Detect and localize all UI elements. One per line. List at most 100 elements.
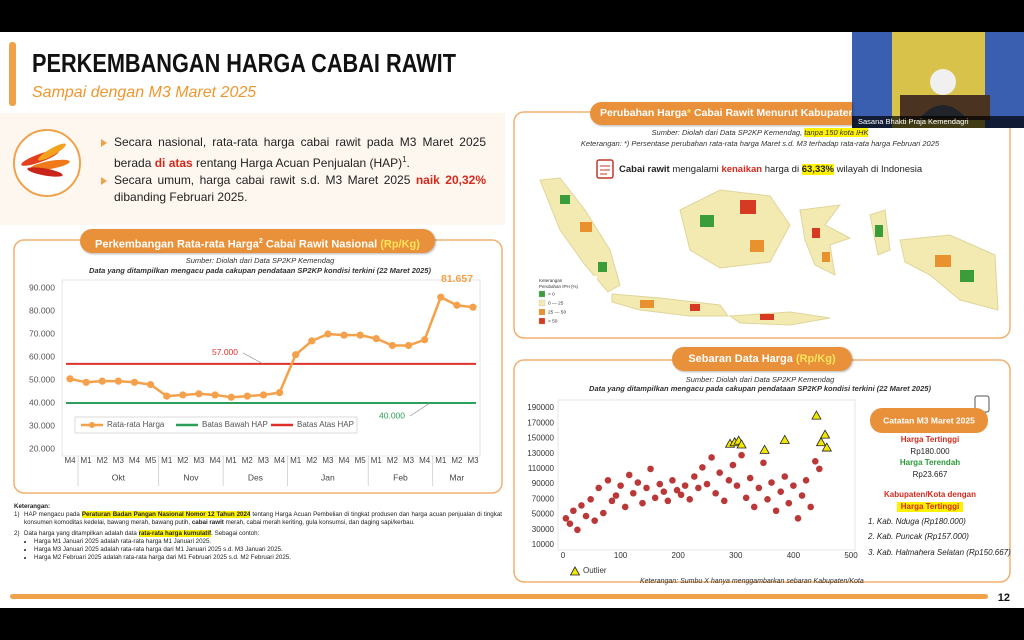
footnote-example: Harga M2 Februari 2025 adalah rata-rata … xyxy=(34,554,502,562)
scatter-point xyxy=(591,517,598,524)
map-legend-swatch xyxy=(538,308,546,316)
x-group-label: Nov xyxy=(183,472,199,482)
y-tick-label: 40.000 xyxy=(29,397,55,407)
x-tick-label: 0 xyxy=(561,551,566,560)
note-heading: Kabupaten/Kota dengan xyxy=(884,490,976,499)
text: merah, cabai merah keriting, gula konsum… xyxy=(223,519,415,526)
emphasis: naik 20,32% xyxy=(415,173,487,187)
footnote-number: 2) xyxy=(14,530,20,537)
scatter-point xyxy=(760,459,767,467)
data-point xyxy=(211,391,219,399)
video-person-head xyxy=(930,69,956,95)
map-statement: Cabai rawit mengalami kenaikan harga di … xyxy=(619,164,979,175)
data-point xyxy=(308,337,316,345)
x-group-label: Okt xyxy=(112,472,126,482)
data-point xyxy=(147,381,155,389)
scatter-subtitle: Data yang ditampilkan mengacu pada cakup… xyxy=(589,384,931,393)
region-patch xyxy=(580,222,592,232)
x-tick-label: M3 xyxy=(113,456,125,465)
video-caption-band xyxy=(852,116,1024,128)
text: Cabai Rawit Menurut Kabupaten/Kota xyxy=(693,107,852,119)
text: tentang Harga Acuan Pembelian di tingkat… xyxy=(24,511,502,526)
region-patch xyxy=(560,195,570,204)
scatter-point xyxy=(578,502,585,509)
text: Perkembangan Rata-rata Harga xyxy=(95,238,259,251)
region-patch xyxy=(812,228,820,238)
data-label: 81.657 xyxy=(441,273,473,285)
scatter-point xyxy=(566,520,574,527)
scatter-point xyxy=(699,464,706,471)
chili xyxy=(30,159,70,171)
region-patch xyxy=(875,225,883,237)
unit: (Rp/Kg) xyxy=(795,353,836,365)
y-tick-label: 70000 xyxy=(532,494,555,503)
data-point xyxy=(114,377,122,385)
text: dibanding Februari 2025. xyxy=(114,190,248,204)
highlight: Peraturan Badan Pangan Nasional Nomor 12… xyxy=(81,511,251,518)
outlier-point xyxy=(736,439,747,449)
scatter-point xyxy=(625,471,633,479)
footnote-number: 1) xyxy=(14,511,20,518)
text: rentang Harga Acuan Penjualan (HAP) xyxy=(192,156,403,170)
text: mengalami xyxy=(669,164,722,175)
region-patch xyxy=(960,270,974,282)
scatter-point xyxy=(582,512,590,520)
chili xyxy=(38,143,66,161)
outlier-point xyxy=(819,429,831,439)
y-tick-label: 190000 xyxy=(527,403,554,412)
y-tick-label: 60.000 xyxy=(29,351,55,361)
scatter-point xyxy=(677,491,685,499)
scatter-point xyxy=(643,484,650,492)
x-tick-label: M4 xyxy=(64,456,76,465)
x-tick-label: 100 xyxy=(614,551,628,560)
chili xyxy=(27,167,63,177)
reference-value-label: 40.000 xyxy=(379,410,405,420)
x-tick-label: M3 xyxy=(403,456,415,465)
x-tick-label: 300 xyxy=(729,551,743,560)
note-value: Rp23.667 xyxy=(913,470,948,479)
screen-bottom-band xyxy=(0,608,1024,640)
outlier-point xyxy=(811,410,822,420)
highlight xyxy=(897,502,963,512)
scatter-point xyxy=(781,473,789,480)
y-tick-label: 70.000 xyxy=(29,328,55,338)
map-legend-box xyxy=(537,276,597,332)
scatter-point xyxy=(764,496,771,503)
text: wilayah di Indonesia xyxy=(833,164,923,175)
scatter-point xyxy=(656,480,664,488)
scatter-point xyxy=(712,489,719,497)
scatter-point xyxy=(807,503,814,511)
scatter-point xyxy=(595,484,603,492)
footnote-example: Harga M1 Januari 2025 adalah rata-rata h… xyxy=(34,538,502,546)
data-point xyxy=(421,336,429,344)
footnote-item: 2) Data harga yang ditampilkan adalah dat… xyxy=(14,530,502,562)
text: HAP mengacu pada xyxy=(24,511,82,518)
x-group-label: Des xyxy=(248,472,263,482)
region-patch xyxy=(822,252,830,262)
scatter-point xyxy=(742,494,750,502)
scatter-point xyxy=(695,484,702,492)
footnote-text: HAP mengacu pada Peraturan Badan Pangan … xyxy=(24,511,502,527)
scatter-point xyxy=(703,480,711,488)
scatter-footnote: Keterangan: Sumbu X hanya menggambarkan … xyxy=(640,578,864,585)
note-label: Harga Terendah xyxy=(900,458,960,467)
scatter-point xyxy=(612,492,620,499)
x-group-label: Jan xyxy=(321,472,335,482)
note-pill xyxy=(870,408,988,433)
data-point xyxy=(292,351,300,359)
data-point xyxy=(469,303,477,311)
map-legend-swatch xyxy=(538,299,546,307)
y-tick-label: 130000 xyxy=(527,449,554,458)
region-patch xyxy=(690,304,700,311)
summary-bullet: Secara nasional, rata-rata harga cabai r… xyxy=(114,134,486,172)
scatter-point xyxy=(725,477,733,484)
region-patch xyxy=(935,255,951,267)
annotation-leader xyxy=(242,352,264,365)
scatter-point xyxy=(686,496,694,503)
data-point xyxy=(275,389,284,397)
y-tick-label: 90000 xyxy=(532,479,555,488)
x-tick-label: M1 xyxy=(290,456,302,465)
map-legend-label: 25 — 50 xyxy=(548,309,566,315)
text: . Sebagai contoh: xyxy=(211,530,260,537)
footnote-example: Harga M3 Januari 2025 adalah rata-rata h… xyxy=(34,546,502,554)
